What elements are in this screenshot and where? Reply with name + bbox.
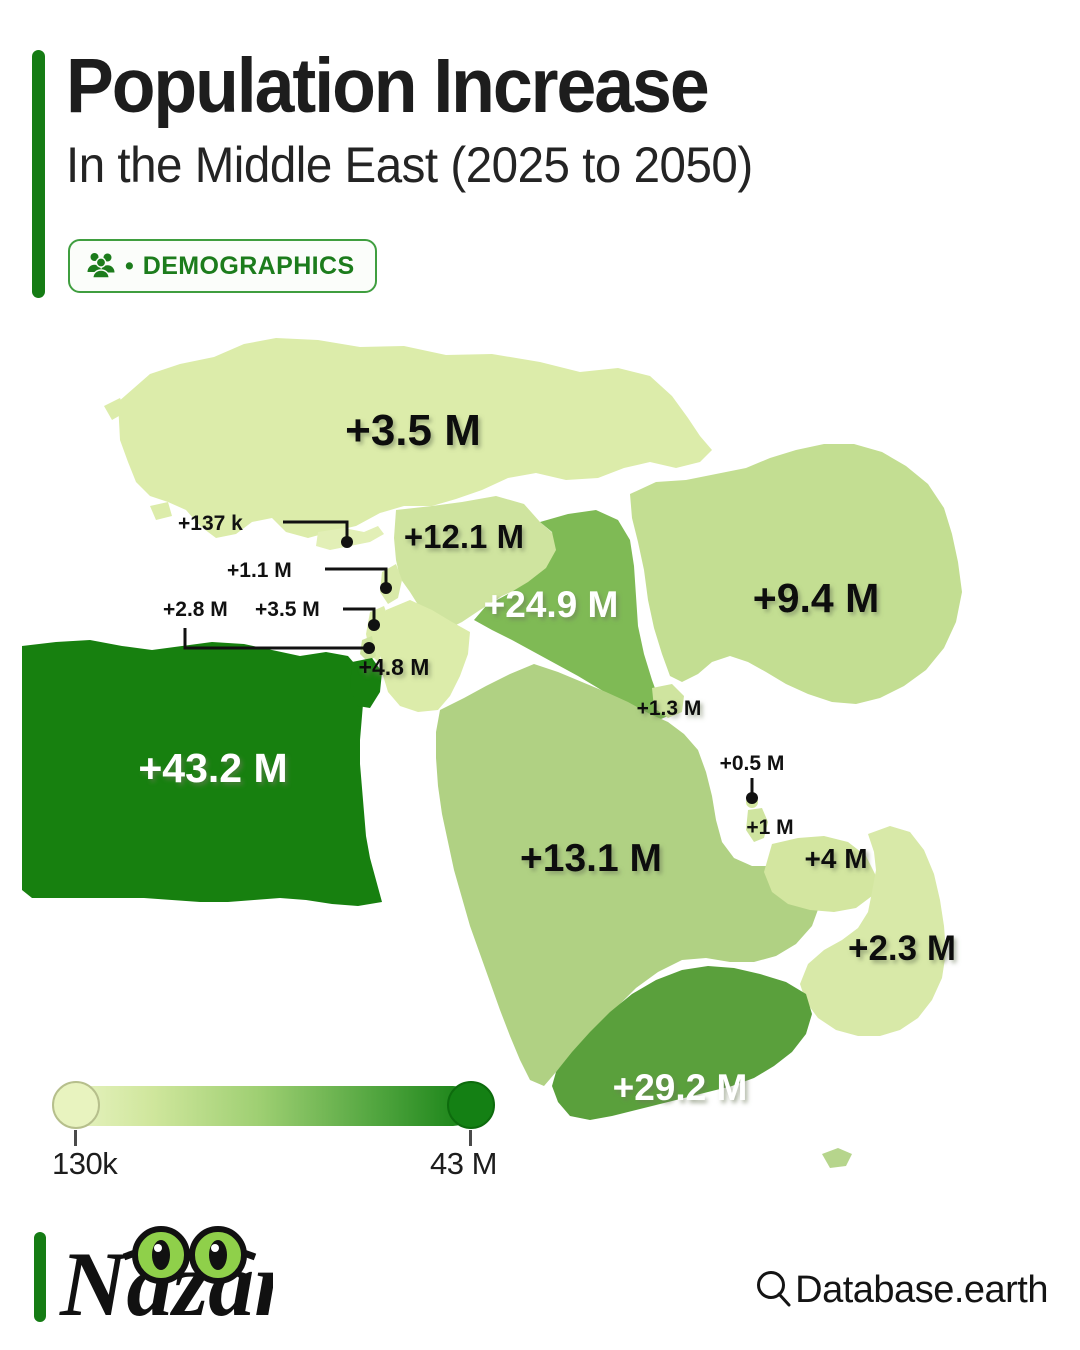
brand-logo: Nazar [58, 1223, 291, 1340]
legend-min-label: 130k [52, 1146, 118, 1181]
footer: Nazar Database.earth [0, 1215, 1080, 1350]
callout-israel: +3.5 M [255, 598, 320, 621]
leader-line-palestine [183, 628, 368, 650]
callout-lebanon: +1.1 M [227, 559, 292, 582]
title-accent-bar [32, 50, 45, 298]
leader-dot-cyprus [341, 536, 353, 548]
header: Population Increase In the Middle East (… [0, 0, 1080, 320]
region-socotra [822, 1148, 852, 1168]
label-turkey: +3.5 M [345, 406, 481, 455]
label-saudi-arabia: +13.1 M [520, 837, 662, 880]
region-iran[interactable] [630, 444, 962, 704]
legend-min-knob [52, 1081, 100, 1129]
footer-accent-bar [34, 1232, 46, 1322]
label-jordan: +4.8 M [359, 654, 430, 680]
callout-cyprus: +137 k [178, 512, 243, 535]
label-egypt: +43.2 M [138, 745, 287, 791]
label-syria: +12.1 M [404, 518, 524, 555]
map-value-labels: +3.5 M +12.1 M +24.9 M +9.4 M +43.2 M +1… [138, 406, 956, 1108]
glasses-icon [122, 1226, 257, 1284]
region-sinai [350, 658, 382, 708]
page-title: Population Increase [66, 43, 710, 129]
page-subtitle: In the Middle East (2025 to 2050) [66, 137, 753, 193]
region-syria[interactable] [394, 496, 560, 632]
leader-dot-lebanon [380, 582, 392, 594]
region-kuwait[interactable] [652, 684, 684, 718]
source-attribution: Database.earth [753, 1267, 1048, 1314]
legend-max-tick [469, 1130, 472, 1146]
region-jordan[interactable] [380, 600, 470, 712]
region-yemen[interactable] [552, 966, 812, 1120]
region-turkey-west-islands [104, 398, 172, 520]
region-qatar[interactable] [746, 808, 768, 842]
region-turkey[interactable] [118, 338, 712, 538]
label-uae: +4 M [804, 843, 867, 874]
region-iraq[interactable] [474, 510, 668, 722]
choropleth-map: +3.5 M +12.1 M +24.9 M +9.4 M +43.2 M +1… [0, 310, 1080, 1220]
leader-line-cyprus [283, 520, 349, 541]
color-scale-legend: 130k 43 M [52, 1078, 522, 1183]
people-group-icon [86, 250, 116, 283]
legend-min-tick [74, 1130, 77, 1146]
map-callouts: +137 k +1.1 M +3.5 M +2.8 M +0.5 M +1 M [163, 512, 794, 839]
map-svg: +3.5 M +12.1 M +24.9 M +9.4 M +43.2 M +1… [22, 338, 962, 1168]
leader-dot-israel [368, 619, 380, 631]
label-kuwait: +1.3 M [637, 697, 702, 720]
label-iran: +9.4 M [753, 575, 879, 621]
badge-label: DEMOGRAPHICS [142, 251, 355, 280]
region-egypt[interactable] [22, 640, 382, 906]
callout-palestine: +2.8 M [163, 598, 228, 621]
leader-line-lebanon [325, 567, 388, 587]
source-label: Database.earth [795, 1269, 1048, 1311]
label-iraq: +24.9 M [484, 584, 619, 625]
category-badge: • DEMOGRAPHICS [68, 239, 377, 293]
legend-gradient-bar [63, 1086, 473, 1126]
leader-dot-bahrain [746, 792, 758, 804]
callout-qatar: +1 M [746, 816, 793, 839]
legend-max-knob [447, 1081, 495, 1129]
label-oman: +2.3 M [848, 929, 956, 968]
legend-max-label: 43 M [430, 1146, 497, 1181]
badge-bullet: • [125, 251, 134, 280]
magnifier-icon [753, 1267, 793, 1314]
label-yemen: +29.2 M [613, 1067, 748, 1108]
region-saudi-arabia[interactable] [436, 664, 820, 1086]
callout-bahrain: +0.5 M [720, 752, 785, 775]
region-uae[interactable] [764, 836, 876, 912]
region-oman[interactable] [800, 826, 946, 1036]
leader-dot-palestine [363, 642, 375, 654]
